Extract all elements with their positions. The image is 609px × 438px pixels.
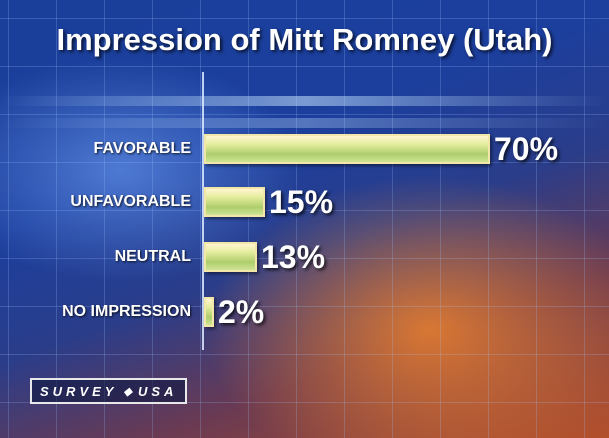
category-label: NO IMPRESSION bbox=[62, 303, 191, 320]
value-label: 15% bbox=[269, 184, 334, 220]
logo-right-text: USA bbox=[137, 383, 178, 399]
logo-left-text: SURVEY bbox=[40, 383, 118, 399]
bar bbox=[204, 297, 214, 327]
bar bbox=[204, 134, 490, 164]
diamond-icon: ◆ bbox=[123, 385, 132, 398]
category-label: NEUTRAL bbox=[114, 248, 191, 265]
category-label: FAVORABLE bbox=[93, 140, 191, 157]
y-axis-line bbox=[202, 72, 204, 350]
value-label: 13% bbox=[261, 239, 326, 275]
category-label: UNFAVORABLE bbox=[70, 193, 191, 210]
bar bbox=[204, 187, 265, 217]
bar bbox=[204, 242, 257, 272]
light-streak bbox=[0, 96, 609, 106]
survey-usa-logo: SURVEY ◆ USA bbox=[30, 378, 188, 404]
light-streak bbox=[0, 118, 609, 128]
chart-title: Impression of Mitt Romney (Utah) bbox=[56, 22, 553, 57]
value-label: 70% bbox=[494, 131, 559, 167]
value-label: 2% bbox=[218, 294, 265, 330]
